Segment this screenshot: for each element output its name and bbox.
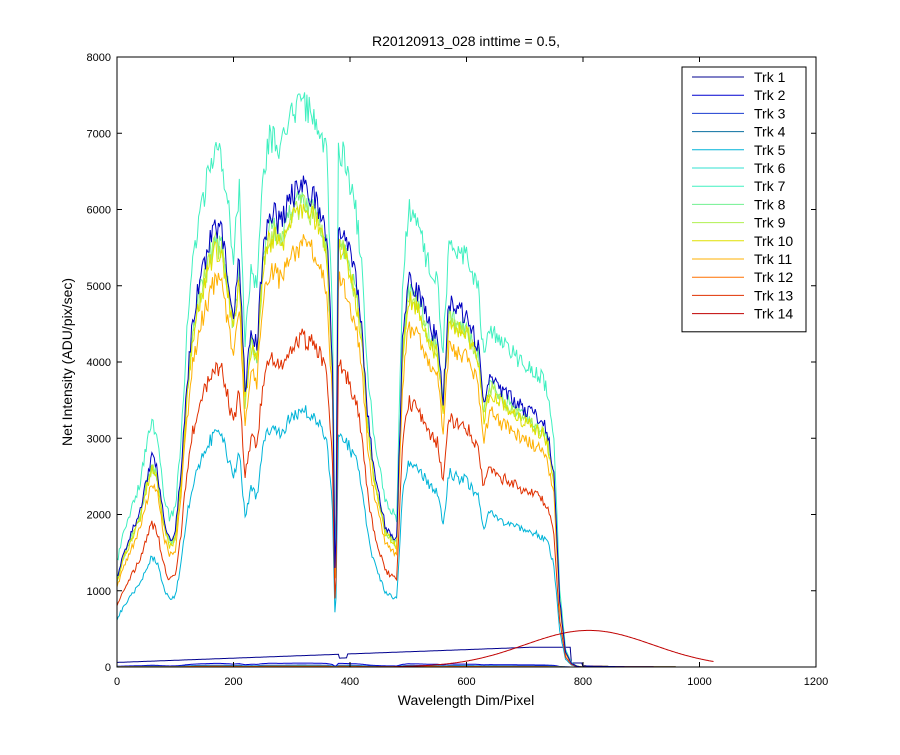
legend-entry-label: Trk 1 — [754, 69, 786, 85]
y-tick-label: 7000 — [87, 128, 111, 140]
legend-entry-label: Trk 3 — [754, 105, 786, 121]
y-axis-label: Net Intensity (ADU/pix/sec) — [59, 278, 75, 446]
x-tick-label: 800 — [574, 676, 592, 688]
x-tick-label: 1000 — [687, 676, 711, 688]
legend-entry-label: Trk 8 — [754, 196, 786, 212]
y-tick-label: 0 — [105, 662, 111, 674]
y-tick-label: 8000 — [87, 52, 111, 64]
legend-entry-label: Trk 11 — [754, 251, 792, 267]
legend-entry-label: Trk 9 — [754, 215, 786, 231]
chart-title: R20120913_028 inttime = 0.5, — [372, 33, 560, 49]
legend-entry-label: Trk 10 — [754, 233, 793, 249]
legend-box — [681, 66, 807, 333]
x-tick-label: 0 — [114, 676, 120, 688]
y-tick-label: 1000 — [87, 586, 111, 598]
axis-layer: 0 200 400 600 800 1000 1200 0 1000 2000 3000 4000 50… — [87, 52, 829, 688]
legend-entry-label: Trk 4 — [754, 124, 786, 140]
legend-entry-label: Trk 13 — [754, 287, 793, 303]
x-tick-label: 600 — [457, 676, 475, 688]
x-axis-label: Wavelength Dim/Pixel — [398, 692, 534, 708]
x-tick-label: 1200 — [804, 676, 828, 688]
x-tick-label: 400 — [341, 676, 359, 688]
y-tick-label: 2000 — [87, 510, 111, 522]
legend-entry-label: Trk 12 — [754, 269, 793, 285]
y-tick-label: 3000 — [87, 433, 111, 445]
legend-entry-label: Trk 2 — [754, 87, 786, 103]
legend-entry-label: Trk 6 — [754, 160, 786, 176]
legend-entry-label: Trk 14 — [754, 306, 793, 322]
legend-entry-label: Trk 5 — [754, 142, 786, 158]
y-tick-label: 4000 — [87, 357, 111, 369]
y-tick-label: 6000 — [87, 205, 111, 217]
legend: Trk 1 Trk 2 Trk 3 Trk 4 Trk 5 Trk 6 Trk 7 Trk 8… — [681, 66, 807, 333]
legend-entry-label: Trk 7 — [754, 178, 786, 194]
y-tick-label: 5000 — [87, 281, 111, 293]
x-tick-label: 200 — [224, 676, 242, 688]
